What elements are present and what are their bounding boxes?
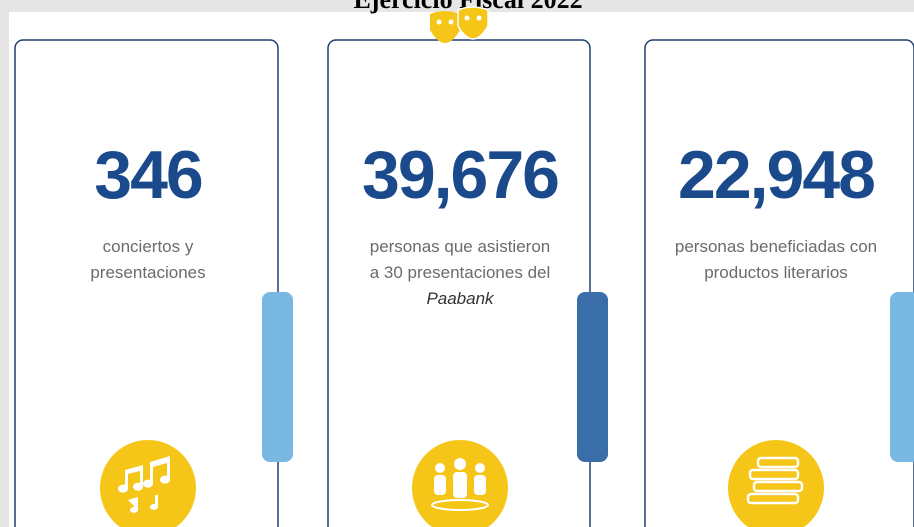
side-tab (890, 292, 914, 462)
stat-description: a 30 presentaciones del (370, 263, 551, 282)
music-icon (100, 440, 196, 527)
stat-value: 22,948 (678, 137, 874, 213)
left-strip (0, 0, 9, 527)
stat-description: presentaciones (90, 263, 205, 282)
stat-value: 39,676 (362, 137, 558, 213)
stat-description: Paabank (426, 289, 495, 308)
card (14, 39, 279, 527)
stat-description: personas que asistieron (370, 237, 551, 256)
stat-description: conciertos y (103, 237, 194, 256)
books-icon (728, 440, 824, 527)
people-icon (412, 440, 508, 527)
top-strip (0, 0, 914, 12)
side-tab (262, 292, 293, 462)
stat-description: personas beneficiadas con (675, 237, 877, 256)
stat-value: 346 (94, 137, 202, 213)
side-tab (577, 292, 608, 462)
card (327, 39, 591, 527)
mask-icon (430, 6, 489, 43)
stat-description: productos literarios (704, 263, 848, 282)
